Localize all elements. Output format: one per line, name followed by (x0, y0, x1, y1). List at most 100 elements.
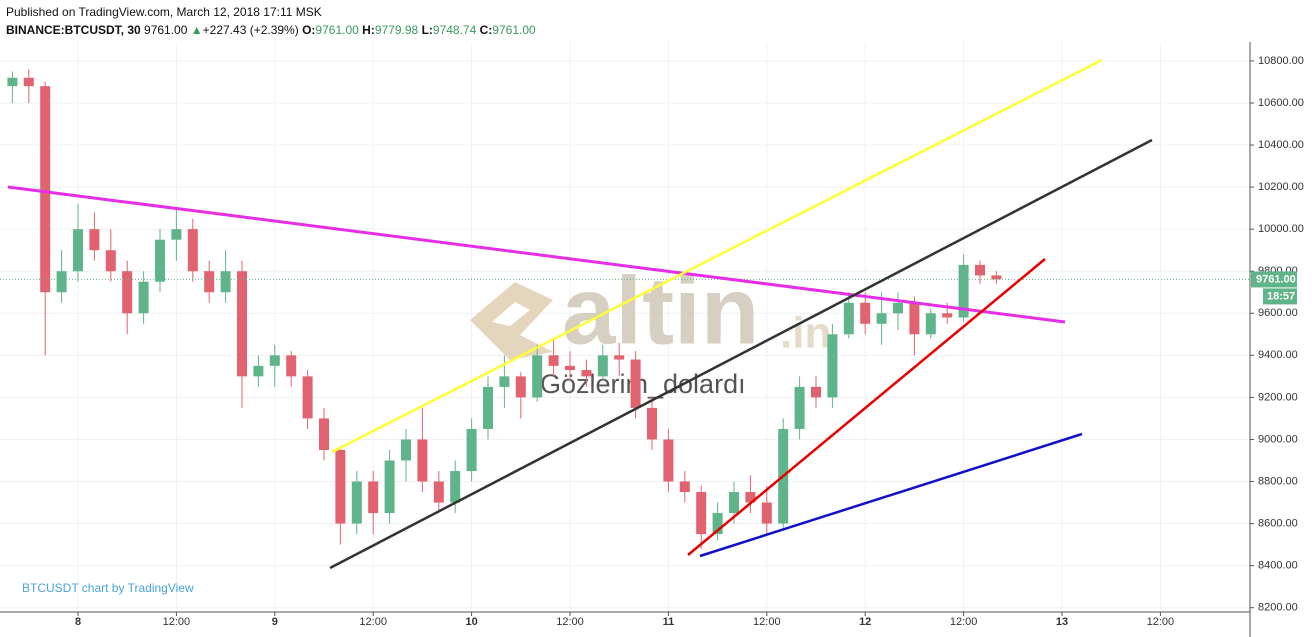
candle-body (237, 271, 247, 377)
candle-body (253, 365, 264, 377)
x-tick-label: 12 (859, 616, 871, 628)
candle-body (319, 418, 329, 450)
candle-body (712, 513, 723, 535)
candle-body (23, 77, 34, 87)
y-tick-label: 10400.00 (1258, 139, 1304, 151)
header: Published on TradingView.com, March 12, … (6, 3, 536, 39)
candle-body (450, 471, 461, 503)
o-value: 9761.00 (315, 23, 359, 37)
candle-body (761, 502, 772, 524)
y-tick-label: 10800.00 (1258, 55, 1304, 67)
y-tick-label: 9600.00 (1258, 307, 1298, 319)
logo-cut (492, 302, 530, 326)
axis-labels: 8200.00 8400.00 8600.00 8800.00 9000.00 9200.… (75, 55, 1304, 628)
brand-suffix: .in (780, 309, 831, 358)
credit: BTCUSDT chart by TradingView (22, 581, 194, 595)
x-tick-label: 12:00 (163, 616, 191, 628)
candle-body (499, 376, 510, 387)
price-tag (1251, 271, 1297, 288)
x-tick-label: 12:00 (753, 616, 781, 628)
o-label: O: (302, 23, 316, 37)
candle-body (483, 386, 493, 429)
candle-body (204, 271, 215, 293)
published: Published on TradingView.com, March 12, … (6, 5, 322, 19)
candle-body (220, 271, 231, 293)
candle-body (663, 439, 674, 482)
candle-body (548, 355, 559, 366)
x-tick-label: 12:00 (1147, 616, 1175, 628)
author: Gözlerim_dolardı (540, 369, 746, 399)
candle-body (565, 365, 575, 371)
candle-body (893, 302, 903, 314)
x-tick-label: 13 (1056, 616, 1068, 628)
candle-body (56, 271, 67, 293)
candle-body (925, 313, 936, 335)
candle-body (433, 481, 444, 503)
candle-body (73, 229, 83, 272)
candle-body (7, 77, 18, 87)
candle-body (811, 386, 821, 398)
y-tick-label: 10600.00 (1258, 97, 1304, 109)
candle-body (417, 439, 428, 482)
candle-body (614, 355, 625, 360)
candle-body (794, 386, 805, 429)
x-tick-label: 12:00 (950, 616, 978, 628)
y-tick-label: 10200.00 (1258, 181, 1304, 193)
candle-body (105, 250, 116, 272)
candle-body (860, 302, 871, 324)
candle-body (647, 407, 657, 440)
x-tick-label: 10 (465, 616, 477, 628)
l-label: L: (421, 23, 433, 37)
candle-body (302, 376, 313, 419)
candle-body (187, 229, 198, 272)
candle-body (942, 313, 953, 318)
candle-body (286, 355, 297, 377)
y-tick-label: 9400.00 (1258, 349, 1298, 361)
candle-body (515, 376, 526, 398)
candle-body (269, 355, 280, 366)
candle-body (909, 302, 920, 335)
trendline (331, 58, 1103, 454)
h-label: H: (362, 23, 375, 37)
candle-body (597, 355, 608, 377)
candle-body (155, 239, 165, 282)
price-tag-label: 9761.00 (1256, 273, 1296, 285)
candle-body (466, 428, 477, 471)
y-tick-label: 8400.00 (1258, 560, 1298, 572)
legend-line: BINANCE:BTCUSDT, 30 9761.00 ▲+227.43 (+2… (6, 21, 536, 39)
candle-body (827, 334, 838, 398)
candles (0, 69, 1250, 549)
grid-layer (0, 42, 1250, 612)
watermark: altin .in Gözlerim_dolardı (470, 257, 831, 399)
x-tick-label: 11 (663, 616, 675, 628)
arrow: ▲ (190, 23, 203, 37)
candle-body (630, 359, 641, 408)
candle-body (401, 439, 411, 461)
l-value: 9748.74 (432, 23, 477, 37)
candle-body (532, 355, 543, 398)
x-tick-label: 12:00 (556, 616, 584, 628)
y-tick-label: 9000.00 (1258, 433, 1298, 445)
trendline (687, 258, 1046, 556)
candle-body (696, 492, 707, 535)
trendline (329, 138, 1153, 570)
candle-body (171, 229, 182, 240)
change: +227.43 (+2.39%) (202, 23, 299, 37)
countdown-label: 18:57 (1267, 290, 1295, 302)
candle-body (679, 481, 690, 493)
trendline (699, 432, 1083, 558)
trendlines (7, 58, 1153, 570)
candle-body (384, 460, 395, 514)
c-label: C: (479, 23, 493, 37)
y-tick-label: 8600.00 (1258, 517, 1298, 529)
candle-body (581, 370, 592, 377)
candle-body (958, 264, 969, 318)
candle-body (745, 492, 756, 503)
brand: altin (562, 257, 759, 364)
x-tick-label: 12:00 (359, 616, 387, 628)
h-value: 9779.98 (374, 23, 419, 37)
last: 9761.00 (144, 23, 188, 37)
candle-body (843, 302, 854, 335)
